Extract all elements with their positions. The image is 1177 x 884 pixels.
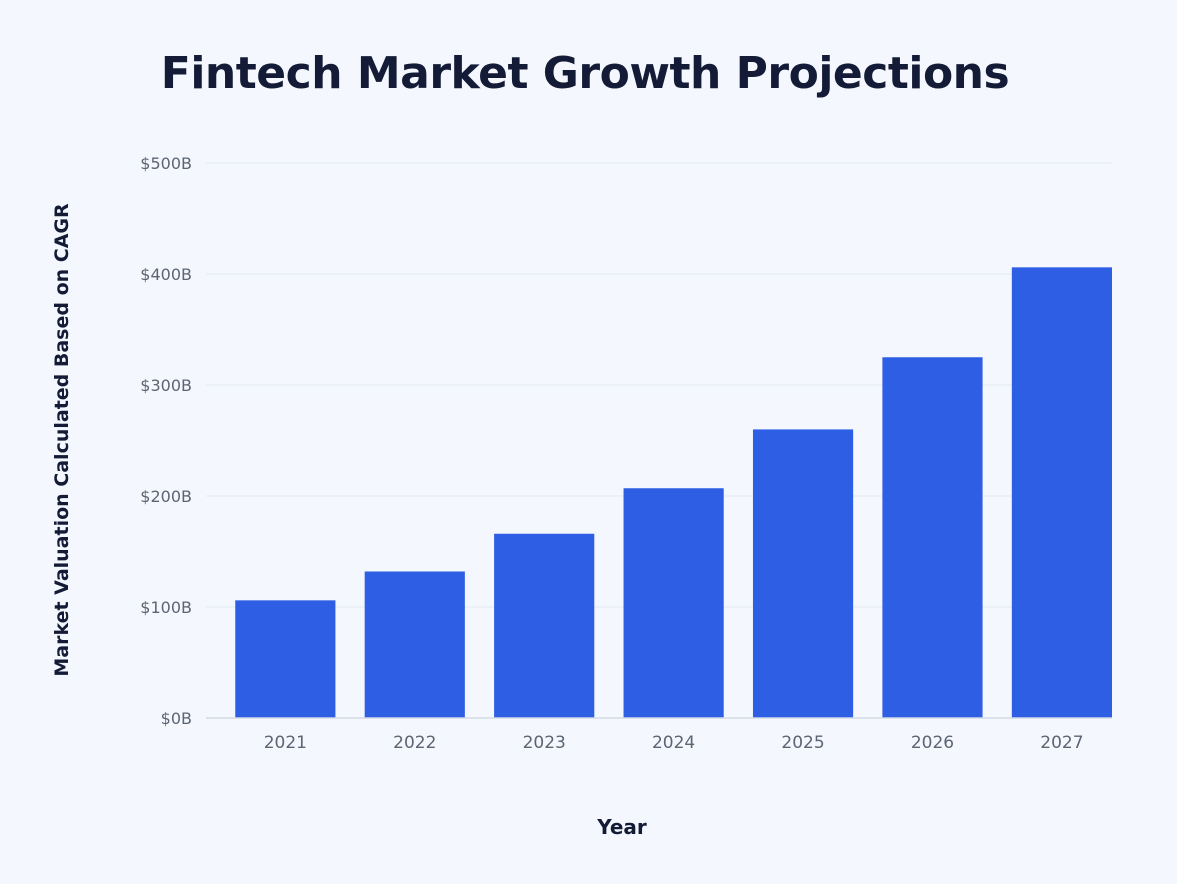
x-tick-label: 2026 xyxy=(911,733,954,753)
y-tick-label: $200B xyxy=(140,487,192,506)
x-tick-label: 2025 xyxy=(781,733,824,753)
x-tick-label: 2021 xyxy=(264,733,307,753)
bar-2024 xyxy=(623,488,724,718)
x-axis-label: Year xyxy=(597,815,647,839)
y-axis-label: Market Valuation Calculated Based on CAG… xyxy=(51,203,73,677)
bar-2027 xyxy=(1011,267,1112,718)
y-tick-label: $0B xyxy=(161,709,192,728)
bar-2025 xyxy=(752,429,854,718)
y-tick-label: $300B xyxy=(140,376,192,395)
bar-2021 xyxy=(235,600,336,718)
bar-2022 xyxy=(364,571,465,718)
chart-title: Fintech Market Growth Projections xyxy=(160,48,1010,99)
x-tick-label: 2027 xyxy=(1040,733,1083,753)
y-tick-label: $100B xyxy=(140,598,192,617)
bar-2023 xyxy=(494,533,595,718)
y-tick-label: $500B xyxy=(140,154,192,173)
y-tick-label: $400B xyxy=(140,265,192,284)
x-tick-label: 2023 xyxy=(523,733,566,753)
bar-2026 xyxy=(882,357,983,718)
x-tick-label: 2024 xyxy=(652,733,695,753)
x-tick-label: 2022 xyxy=(393,733,436,753)
